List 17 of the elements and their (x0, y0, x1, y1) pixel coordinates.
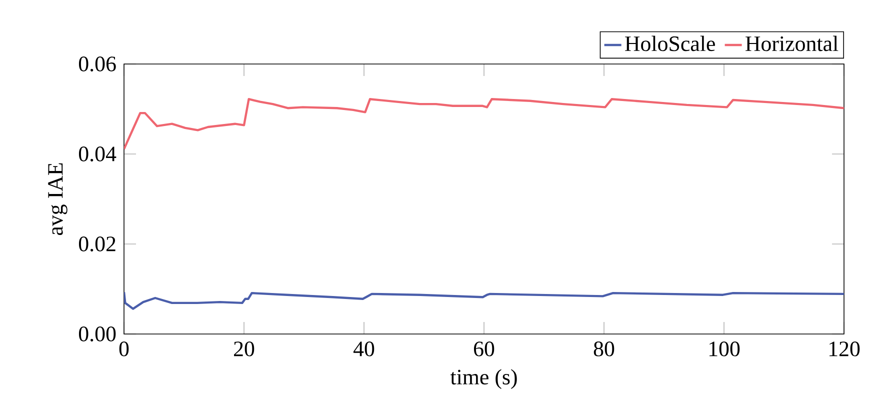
y-axis-title: avg IAE (48, 163, 68, 236)
x-tick-label: 80 (594, 342, 614, 356)
line-series (124, 291, 844, 310)
legend-label: Horizontal (746, 36, 838, 52)
x-tick-label: 120 (829, 342, 860, 356)
y-tick-label: 0.00 (78, 326, 116, 342)
y-tick-label: 0.04 (78, 146, 116, 162)
x-axis-title: time (s) (450, 369, 517, 389)
x-tick-label: 100 (709, 342, 740, 356)
x-tick-label: 40 (353, 342, 374, 356)
legend-label: HoloScale (625, 36, 715, 52)
y-tick-label: 0.06 (78, 56, 116, 72)
line-series (124, 98, 844, 150)
x-tick-label: 0 (119, 342, 129, 356)
x-tick-label: 20 (234, 342, 254, 356)
y-tick-label: 0.02 (78, 236, 116, 252)
x-tick-label: 60 (474, 342, 494, 356)
